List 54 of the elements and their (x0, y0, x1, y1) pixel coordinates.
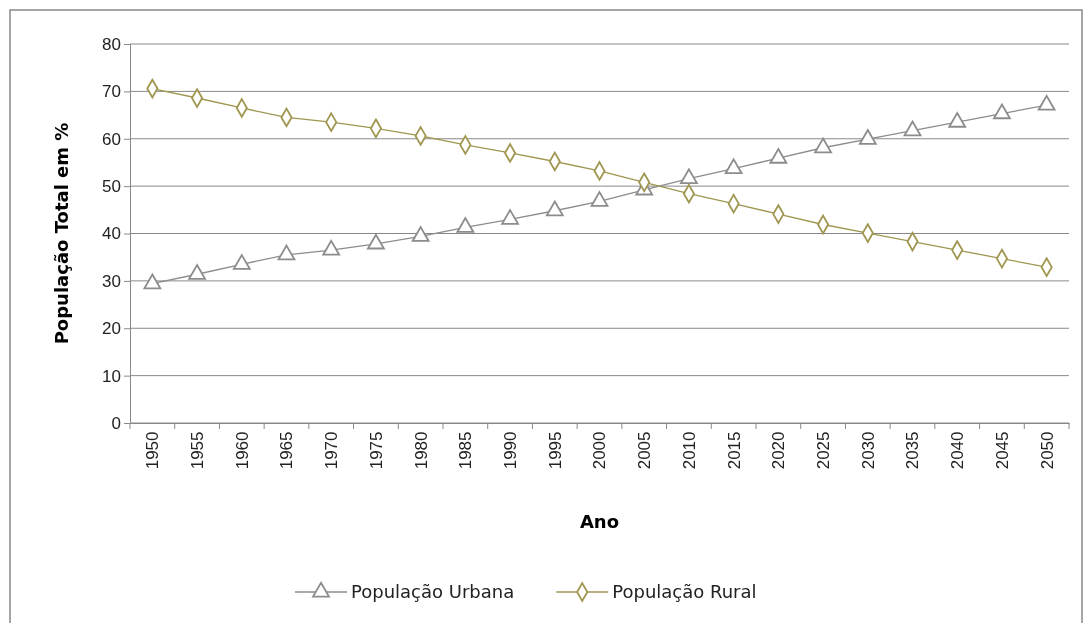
x-tick-label: 2000 (590, 431, 610, 470)
y-tick-label: 60 (102, 129, 121, 149)
point (367, 233, 385, 250)
y-axis-title: População Total em % (51, 122, 72, 345)
y-tick-label: 80 (102, 34, 121, 54)
x-tick-label: 2050 (1037, 431, 1057, 470)
legend-label: População Rural (612, 581, 757, 602)
point (277, 244, 296, 261)
y-tick-label: 20 (102, 319, 121, 339)
x-tick-label: 1955 (188, 431, 208, 470)
point (411, 226, 430, 242)
x-tick-label: 1990 (501, 431, 521, 470)
point (769, 148, 788, 164)
point (545, 200, 564, 217)
y-tick-label: 50 (102, 177, 121, 197)
point (680, 168, 698, 185)
y-tick-label: 70 (102, 82, 121, 102)
y-tick-label: 0 (111, 413, 121, 433)
legend-label: População Urbana (351, 581, 515, 602)
x-tick-label: 1995 (545, 431, 565, 470)
point (590, 191, 609, 207)
x-tick-label: 1980 (411, 431, 431, 470)
point (858, 129, 877, 145)
x-tick-label: 2005 (635, 431, 655, 470)
point (456, 217, 475, 233)
x-axis-title: Ano (579, 511, 620, 532)
x-tick-label: 1950 (143, 431, 163, 470)
point (322, 239, 341, 256)
point (814, 137, 832, 154)
y-tick-label: 30 (102, 271, 121, 291)
point (143, 273, 162, 290)
x-tick-label: 1985 (456, 431, 476, 470)
x-tick-label: 2035 (903, 431, 923, 470)
point (501, 209, 519, 225)
point (993, 103, 1011, 120)
x-tick-label: 2040 (948, 431, 968, 470)
x-tick-label: 1975 (366, 431, 386, 470)
x-tick-label: 2030 (858, 431, 878, 470)
y-tick-label: 10 (102, 366, 121, 386)
x-tick-label: 1970 (322, 431, 342, 470)
x-tick-label: 1965 (277, 431, 297, 470)
point (188, 264, 206, 280)
x-tick-label: 2020 (769, 431, 789, 470)
point (1037, 95, 1056, 111)
point (724, 158, 743, 175)
point (948, 112, 967, 128)
point (903, 120, 922, 137)
x-tick-label: 1960 (232, 431, 252, 470)
point (232, 254, 251, 270)
x-tick-label: 2015 (724, 431, 744, 470)
x-tick-label: 2025 (814, 431, 834, 470)
y-tick-label: 40 (102, 224, 121, 244)
x-tick-label: 2045 (992, 431, 1012, 470)
x-tick-label: 2010 (679, 431, 699, 470)
